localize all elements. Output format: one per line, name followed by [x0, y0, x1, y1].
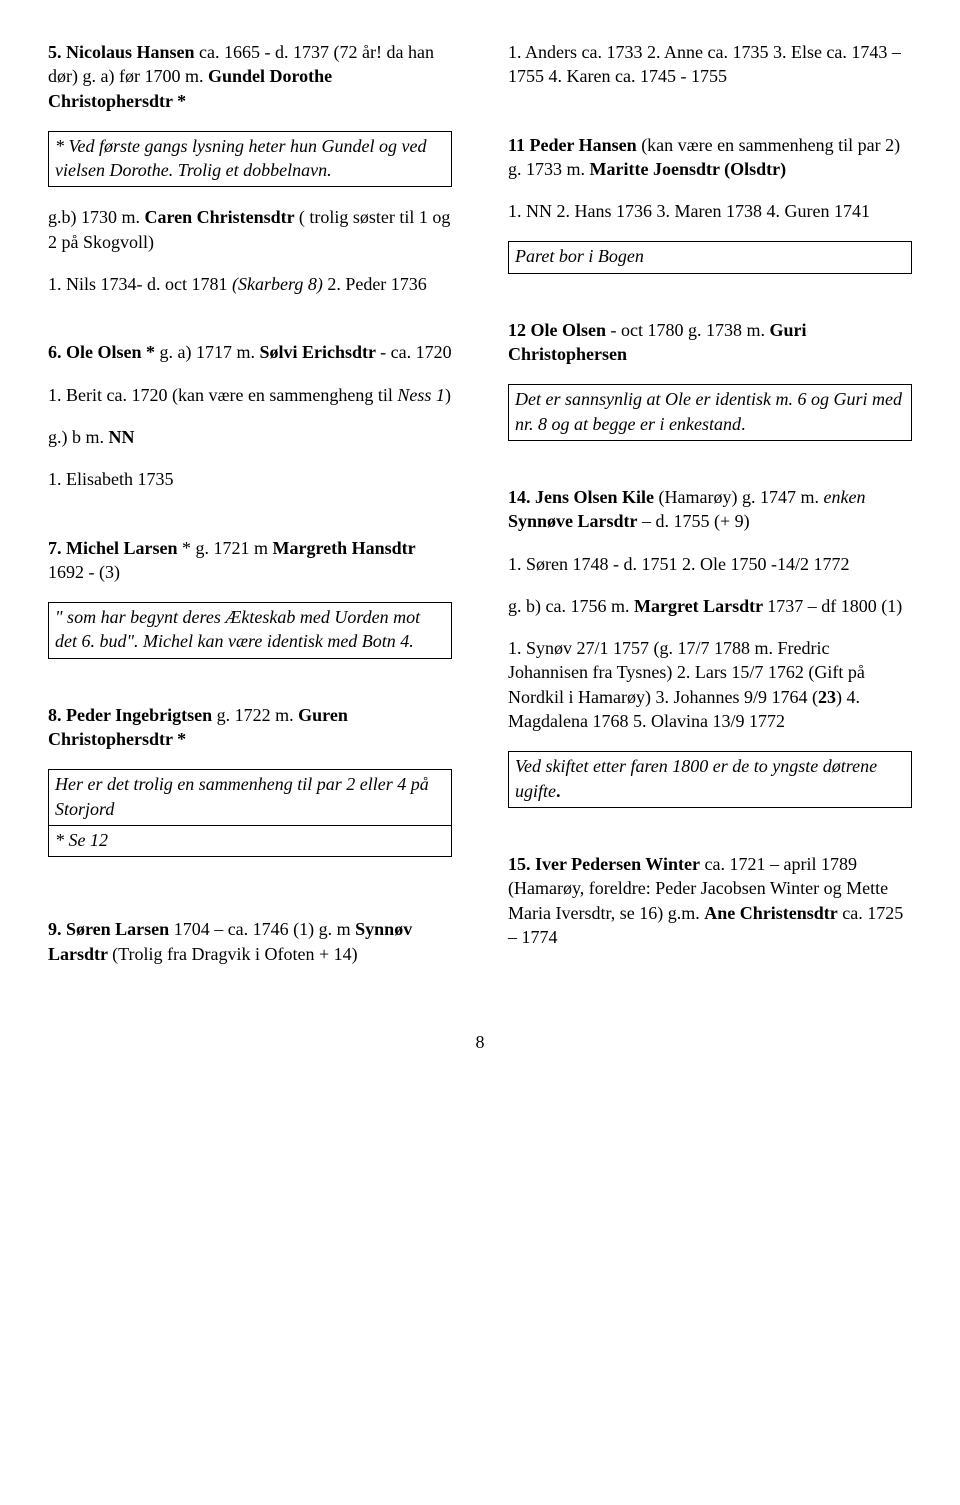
entry-7-num: 7.: [48, 538, 66, 558]
entry-15: 15. Iver Pedersen Winter ca. 1721 – apri…: [508, 852, 912, 949]
entry-6: 6. Ole Olsen * g. a) 1717 m. Sølvi Erich…: [48, 340, 452, 491]
entry-14-kids: 1. Søren 1748 - d. 1751 2. Ole 1750 -14/…: [508, 552, 912, 576]
entry-6-kids: 1. Berit ca. 1720 (kan være en sammenghe…: [48, 383, 452, 407]
entry-14-list: 1. Synøv 27/1 1757 (g. 17/7 1788 m. Fred…: [508, 636, 912, 733]
entry-15-num: 15.: [508, 854, 535, 874]
entry-5-num: 5.: [48, 42, 66, 62]
entry-8-after: g. 1722 m.: [212, 705, 298, 725]
entry-6-sp: Sølvi Erichsdtr: [259, 342, 380, 362]
two-column-layout: 5. Nicolaus Hansen ca. 1665 - d. 1737 (7…: [48, 40, 912, 994]
entry-14-gb-pre: g. b) ca. 1756 m.: [508, 596, 634, 616]
entry-5-kids-pre: 1. Nils 1734- d. oct 1781: [48, 274, 232, 294]
entry-14-box-dot: .: [556, 781, 561, 801]
entry-8-box1: Her er det trolig en sammenheng til par …: [48, 769, 452, 825]
entry-14-after: (Hamarøy) g. 1747 m.: [654, 487, 823, 507]
entry-8-box2: * Se 12: [48, 825, 452, 857]
entry-11-box: Paret bor i Bogen: [508, 241, 912, 273]
entry-5-kids: 1. Nils 1734- d. oct 1781 (Skarberg 8) 2…: [48, 272, 452, 296]
entry-7-after: * g. 1721 m: [177, 538, 272, 558]
entry-5-note: * Ved første gangs lysning heter hun Gun…: [55, 136, 426, 180]
entry-5-head: 5. Nicolaus Hansen ca. 1665 - d. 1737 (7…: [48, 40, 452, 113]
entry-6-gb: g.) b m. NN: [48, 425, 452, 449]
entry-8-head: 8. Peder Ingebrigtsen g. 1722 m. Guren C…: [48, 703, 452, 752]
entry-5-gb-pre: g.b) 1730 m.: [48, 207, 145, 227]
entry-7: 7. Michel Larsen * g. 1721 m Margreth Ha…: [48, 536, 452, 659]
entry-14-gb-name: Margret Larsdtr: [634, 596, 767, 616]
entry-6-after: g. a) 1717 m.: [155, 342, 259, 362]
entry-6-head: 6. Ole Olsen * g. a) 1717 m. Sølvi Erich…: [48, 340, 452, 364]
entry-6-kids2: 1. Elisabeth 1735: [48, 467, 452, 491]
left-column: 5. Nicolaus Hansen ca. 1665 - d. 1737 (7…: [48, 40, 452, 994]
entry-7-head: 7. Michel Larsen * g. 1721 m Margreth Ha…: [48, 536, 452, 585]
entry-12-name: Ole Olsen: [531, 320, 607, 340]
entry-6-kids-tail: ): [445, 385, 451, 405]
entry-14-gb-tail: 1737 – df 1800 (1): [767, 596, 902, 616]
entry-5-name: Nicolaus Hansen: [66, 42, 195, 62]
entry-12-num: 12: [508, 320, 531, 340]
entry-12-box: Det er sannsynlig at Ole er identisk m. …: [508, 384, 912, 441]
entry-15-sp: Ane Christensdtr: [704, 903, 838, 923]
entry-11-head: 11 Peder Hansen (kan være en sammenheng …: [508, 133, 912, 182]
entry-9-after: 1704 – ca. 1746 (1) g. m: [169, 919, 355, 939]
entry-8-name: Peder Ingebrigtsen: [66, 705, 212, 725]
top-kids: 1. Anders ca. 1733 2. Anne ca. 1735 3. E…: [508, 40, 912, 89]
entry-6-ness: Ness 1: [397, 385, 445, 405]
entry-12-box-dot: .: [741, 414, 746, 434]
right-column: 1. Anders ca. 1733 2. Anne ca. 1735 3. E…: [508, 40, 912, 994]
entry-9-head: 9. Søren Larsen 1704 – ca. 1746 (1) g. m…: [48, 917, 452, 966]
entry-15-head: 15. Iver Pedersen Winter ca. 1721 – apri…: [508, 852, 912, 949]
entry-5: 5. Nicolaus Hansen ca. 1665 - d. 1737 (7…: [48, 40, 452, 296]
entry-14-l1b: 23: [818, 687, 836, 707]
entry-7-name: Michel Larsen: [66, 538, 177, 558]
entry-7-sp: Margreth Hansdtr: [273, 538, 416, 558]
entry-8-box1-text: Her er det trolig en sammenheng til par …: [55, 774, 429, 818]
entry-7-tail: 1692 - (3): [48, 562, 120, 582]
entry-9-tail: (Trolig fra Dragvik i Ofoten + 14): [112, 944, 357, 964]
entry-5-kids-skarb: (Skarberg 8): [232, 274, 323, 294]
entry-8-num: 8.: [48, 705, 66, 725]
entry-14-num: 14.: [508, 487, 535, 507]
entry-7-box: " som har begynt deres Ækteskab med Uord…: [48, 602, 452, 659]
entry-6-num: 6.: [48, 342, 66, 362]
entry-11-sp: Maritte Joensdtr (Olsdtr): [590, 159, 787, 179]
entry-5-kids-tail: 2. Peder 1736: [323, 274, 427, 294]
entry-14-box-pre: Ved skiftet etter faren 1800 er de to yn…: [515, 756, 877, 800]
entry-11-box-text: Paret bor i Bogen: [515, 246, 644, 266]
entry-14: 14. Jens Olsen Kile (Hamarøy) g. 1747 m.…: [508, 485, 912, 808]
entry-14-name: Jens Olsen Kile: [535, 487, 654, 507]
entry-12-head: 12 Ole Olsen - oct 1780 g. 1738 m. Guri …: [508, 318, 912, 367]
entry-12-after: - oct 1780 g. 1738 m.: [606, 320, 770, 340]
entry-9-num: 9.: [48, 919, 66, 939]
entry-14-sp: Synnøve Larsdtr: [508, 511, 638, 531]
entry-15-name: Iver Pedersen Winter: [535, 854, 700, 874]
entry-5-note-box: * Ved første gangs lysning heter hun Gun…: [48, 131, 452, 188]
entry-14-l1: 1. Synøv 27/1 1757 (g. 17/7 1788 m. Fred…: [508, 638, 865, 707]
entry-8-box2-text: * Se 12: [55, 830, 108, 850]
entry-11-kids: 1. NN 2. Hans 1736 3. Maren 1738 4. Gure…: [508, 199, 912, 223]
entry-5-gb: g.b) 1730 m. Caren Christensdtr ( trolig…: [48, 205, 452, 254]
entry-12: 12 Ole Olsen - oct 1780 g. 1738 m. Guri …: [508, 318, 912, 441]
entry-9: 9. Søren Larsen 1704 – ca. 1746 (1) g. m…: [48, 917, 452, 966]
entry-7-box-text: " som har begynt deres Ækteskab med Uord…: [55, 607, 420, 651]
entry-5-gb-name: Caren Christensdtr: [145, 207, 299, 227]
entry-6-gb-name: NN: [109, 427, 135, 447]
page-number: 8: [48, 1030, 912, 1054]
entry-11-name: Peder Hansen: [530, 135, 637, 155]
entry-9-name: Søren Larsen: [66, 919, 169, 939]
entry-14-box: Ved skiftet etter faren 1800 er de to yn…: [508, 751, 912, 808]
entry-6-gb-pre: g.) b m.: [48, 427, 109, 447]
entry-14-gb: g. b) ca. 1756 m. Margret Larsdtr 1737 –…: [508, 594, 912, 618]
entry-11: 11 Peder Hansen (kan være en sammenheng …: [508, 133, 912, 274]
entry-14-tail: – d. 1755 (+ 9): [638, 511, 750, 531]
entry-12-box-pre: Det er sannsynlig at Ole er identisk m. …: [515, 389, 902, 433]
entry-6-name: Ole Olsen *: [66, 342, 155, 362]
entry-6-kids-pre: 1. Berit ca. 1720 (kan være en sammenghe…: [48, 385, 397, 405]
entry-14-enken: enken: [823, 487, 865, 507]
entry-11-num: 11: [508, 135, 530, 155]
entry-14-head: 14. Jens Olsen Kile (Hamarøy) g. 1747 m.…: [508, 485, 912, 534]
entry-8: 8. Peder Ingebrigtsen g. 1722 m. Guren C…: [48, 703, 452, 857]
entry-6-tail: - ca. 1720: [380, 342, 451, 362]
